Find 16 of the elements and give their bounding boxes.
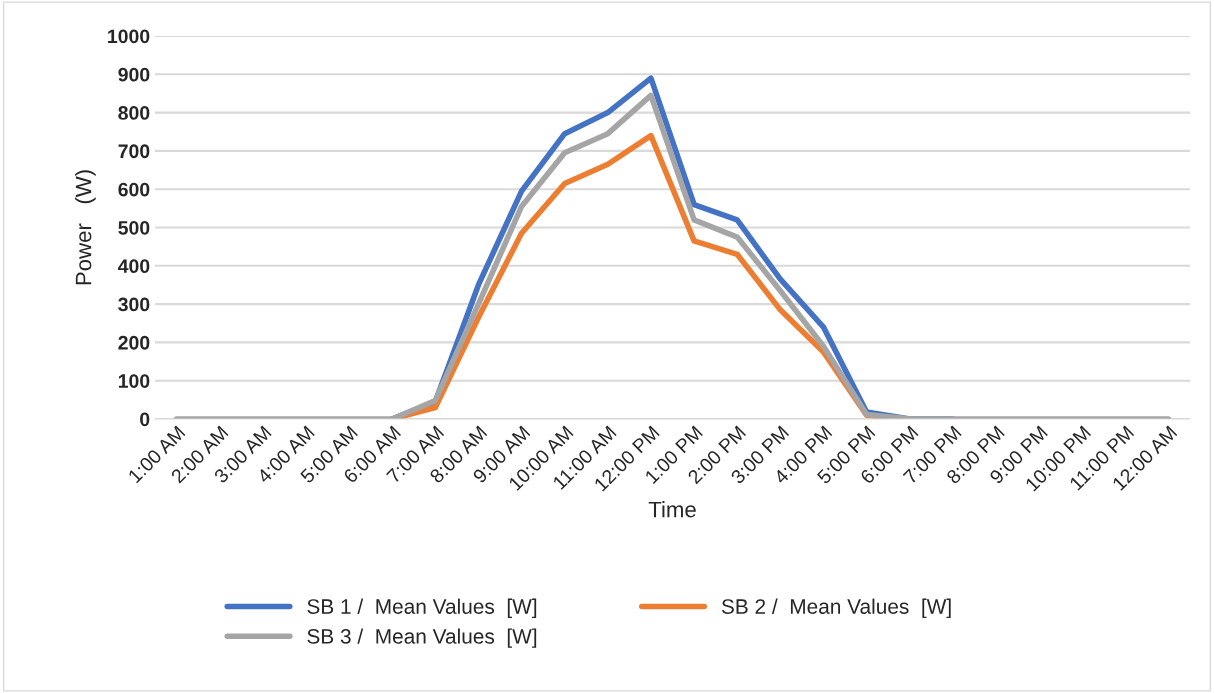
y-tick-label: 500 — [118, 220, 150, 235]
y-tick-label: 1000 — [108, 29, 150, 44]
y-tick-label: 700 — [118, 144, 150, 159]
y-tick-label: 300 — [118, 297, 150, 312]
y-axis-title: Power (W) — [75, 170, 96, 285]
y-tick-label: 600 — [118, 182, 150, 197]
y-tick-label: 0 — [140, 412, 150, 427]
x-axis-title: Time — [648, 501, 696, 518]
y-tick-label: 400 — [117, 259, 150, 274]
legend-label: SB 3 / Mean Values [W] — [307, 628, 537, 648]
y-tick-label: 800 — [118, 106, 150, 120]
y-tick-label: 200 — [118, 335, 150, 350]
legend-label: SB 2 / Mean Values [W] — [721, 598, 951, 619]
y-tick-label: 900 — [118, 67, 150, 82]
legend-label: SB 1 / Mean Values [W] — [307, 598, 537, 619]
y-tick-label: 100 — [118, 374, 150, 388]
